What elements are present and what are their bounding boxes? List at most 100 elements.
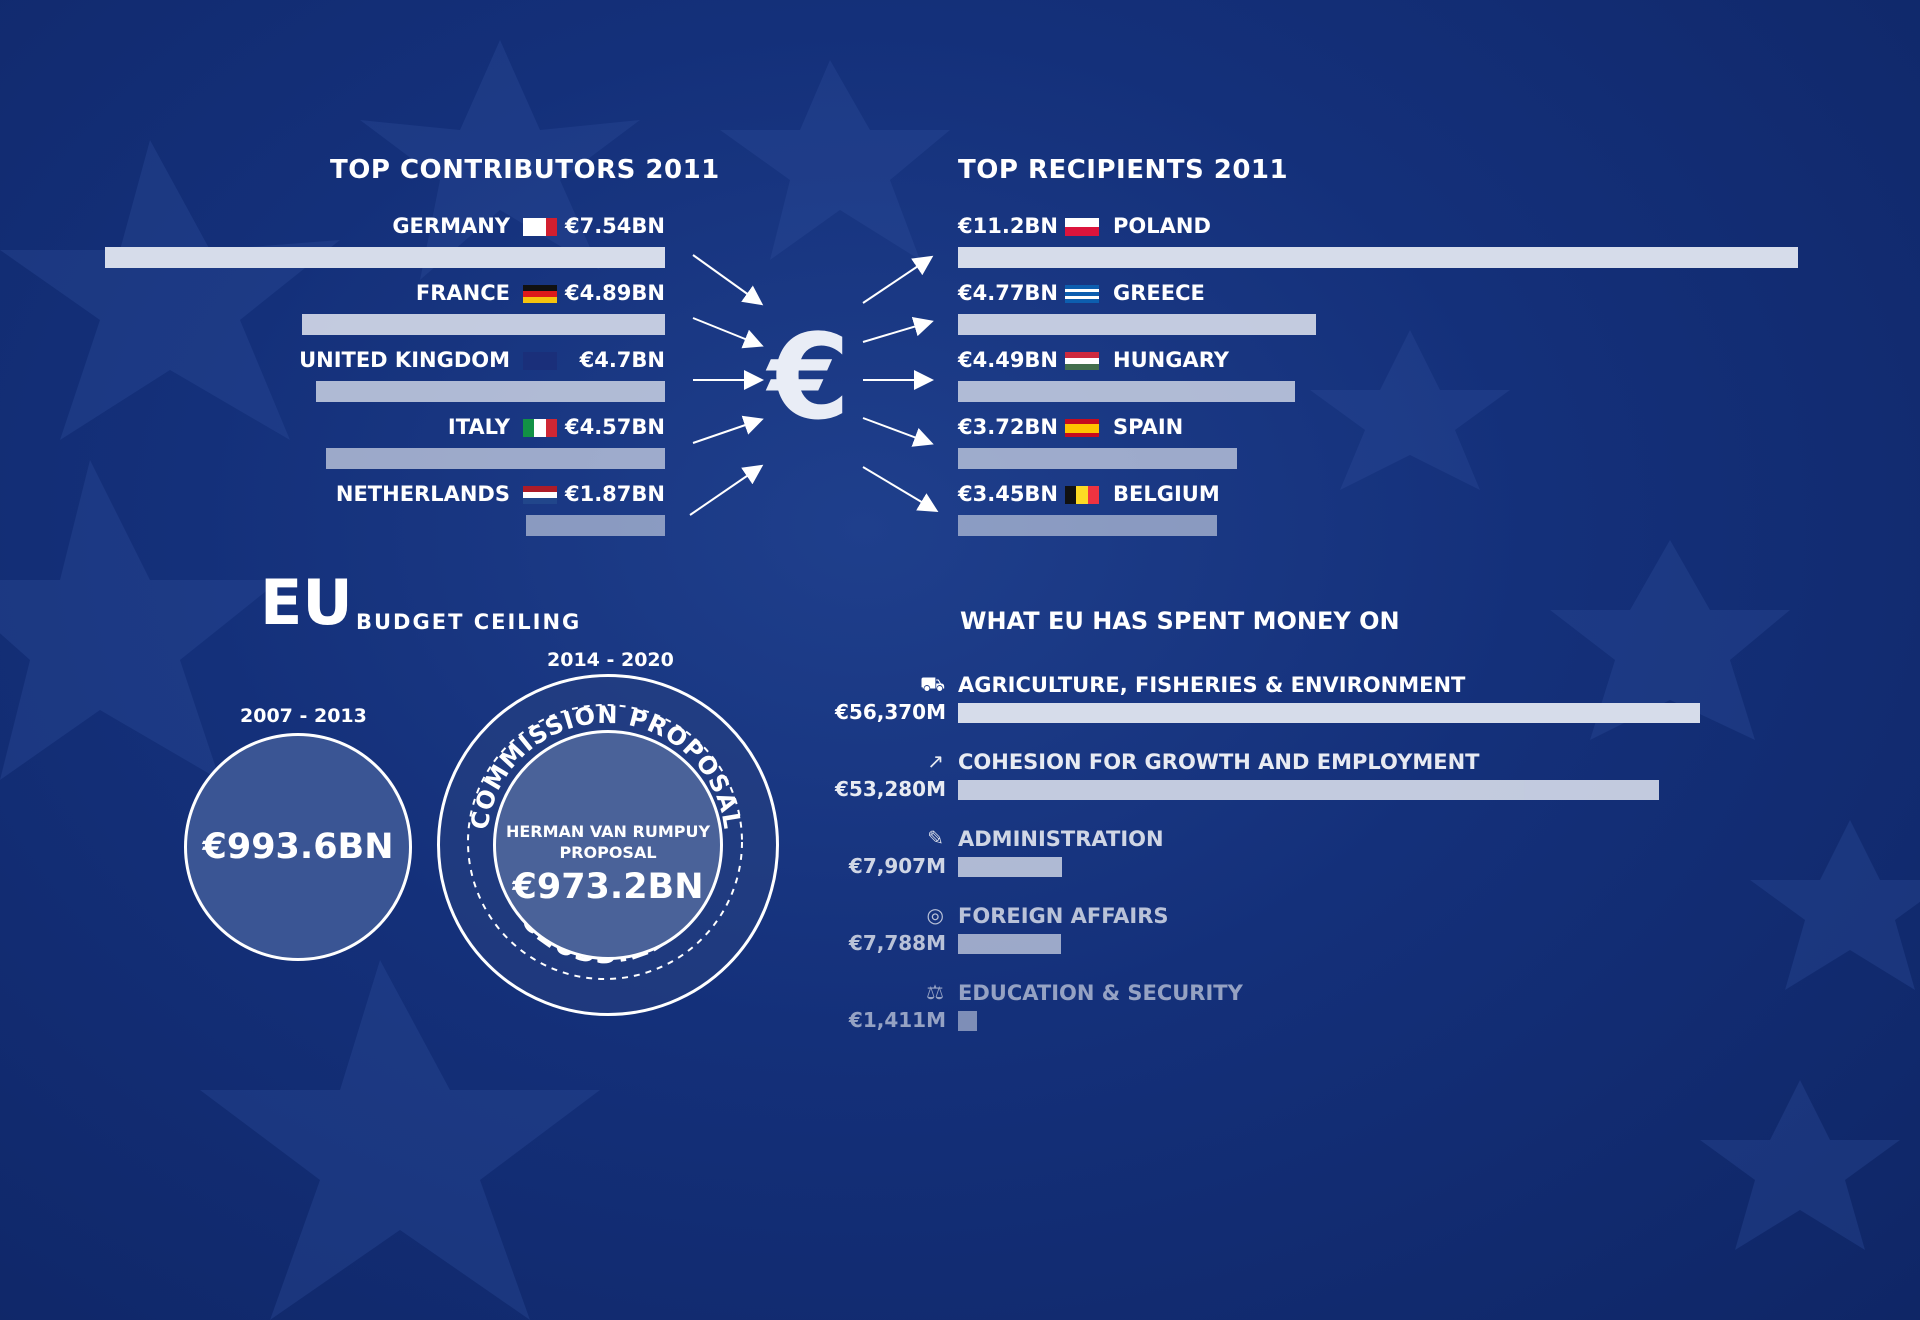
flag-icon	[523, 285, 557, 303]
flag-icon	[1065, 285, 1099, 303]
spending-value: €7,907M	[848, 854, 946, 878]
recipient-country: BELGIUM	[1113, 482, 1220, 506]
spending-value: €1,411M	[848, 1008, 946, 1032]
contributor-bar	[526, 515, 665, 536]
hvr-value: €973.2BN	[512, 867, 704, 907]
flag-icon	[523, 419, 557, 437]
contributor-country: NETHERLANDS	[335, 482, 510, 506]
background-star-icon	[200, 960, 600, 1320]
globe-icon: ◎	[926, 903, 944, 927]
spending-bar	[958, 703, 1700, 723]
spending-label: AGRICULTURE, FISHERIES & ENVIRONMENT	[958, 673, 1466, 697]
recipient-country: POLAND	[1113, 214, 1211, 238]
recipient-value: €3.45BN	[958, 482, 1059, 506]
budget-subtitle: BUDGET CEILING	[356, 610, 582, 634]
contributor-row: NETHERLANDS €1.87BN	[90, 480, 665, 540]
recipient-bar	[958, 247, 1798, 268]
flag-icon	[523, 352, 557, 370]
arrow-out	[862, 255, 934, 304]
arrow-in	[692, 254, 764, 306]
budget-period-2: 2014 - 2020	[547, 649, 674, 671]
spending-bar	[958, 780, 1659, 800]
recipient-value: €4.77BN	[958, 281, 1059, 305]
budget-title: EU	[260, 566, 353, 639]
spending-bar	[958, 1011, 977, 1031]
euro-symbol-icon: €	[768, 308, 851, 446]
contributor-row: UNITED KINGDOM €4.7BN	[90, 346, 665, 406]
recipient-country: HUNGARY	[1113, 348, 1229, 372]
hvr-proposal-circle: HERMAN VAN RUMPUY PROPOSAL €973.2BN	[493, 730, 723, 960]
budget-circle-2007: €993.6BN	[184, 733, 412, 961]
spending-value: €7,788M	[848, 931, 946, 955]
contributor-row: ITALY €4.57BN	[90, 413, 665, 473]
background-star-icon	[0, 140, 340, 440]
spending-row: ⚖ EDUCATION & SECURITY €1,411M	[820, 980, 1720, 1036]
arrow-in	[692, 317, 764, 349]
spending-label: EDUCATION & SECURITY	[958, 981, 1243, 1005]
contributor-value: €4.7BN	[579, 348, 665, 372]
contributors-title: TOP CONTRIBUTORS 2011	[330, 155, 720, 185]
contributor-value: €7.54BN	[564, 214, 665, 238]
budget-value-1: €993.6BN	[202, 827, 394, 867]
spending-title: WHAT EU HAS SPENT MONEY ON	[960, 607, 1400, 635]
spending-label: COHESION FOR GROWTH AND EMPLOYMENT	[958, 750, 1480, 774]
spending-label: ADMINISTRATION	[958, 827, 1164, 851]
recipient-value: €4.49BN	[958, 348, 1059, 372]
arrow-out	[862, 316, 934, 343]
contributor-bar	[302, 314, 665, 335]
arrow-out	[862, 417, 934, 447]
spending-label: FOREIGN AFFAIRS	[958, 904, 1169, 928]
contributor-bar	[105, 247, 665, 268]
contributor-country: FRANCE	[415, 281, 510, 305]
spending-bar	[958, 934, 1061, 954]
recipient-row: €4.49BN HUNGARY	[958, 346, 1858, 406]
spending-row: ◎ FOREIGN AFFAIRS €7,788M	[820, 903, 1720, 959]
recipient-value: €11.2BN	[958, 214, 1059, 238]
flag-icon	[523, 218, 557, 236]
recipients-title: TOP RECIPIENTS 2011	[958, 155, 1289, 185]
flag-icon	[1065, 419, 1099, 437]
recipient-row: €3.72BN SPAIN	[958, 413, 1858, 473]
contributor-row: FRANCE €4.89BN	[90, 279, 665, 339]
dashed-ring	[467, 704, 743, 980]
recipient-row: €4.77BN GREECE	[958, 279, 1858, 339]
contributor-country: ITALY	[447, 415, 510, 439]
contributor-bar	[316, 381, 665, 402]
contributor-country: GERMANY	[392, 214, 510, 238]
spending-value: €56,370M	[835, 700, 946, 724]
recipient-row: €3.45BN BELGIUM	[958, 480, 1858, 540]
hvr-label: HERMAN VAN RUMPUY PROPOSAL	[505, 822, 711, 862]
pencil-icon: ✎	[927, 826, 944, 850]
background-star-icon	[1550, 540, 1790, 740]
arrow-out	[862, 466, 939, 513]
spending-value: €53,280M	[835, 777, 946, 801]
budget-period-1: 2007 - 2013	[240, 705, 367, 727]
growth-arrow-icon: ↗	[927, 749, 944, 773]
recipient-row: €11.2BN POLAND	[958, 212, 1858, 272]
background-star-icon	[720, 60, 950, 260]
contributor-bar	[326, 448, 665, 469]
spending-bar	[958, 857, 1062, 877]
contributor-value: €1.87BN	[564, 482, 665, 506]
spending-row: ⛟ AGRICULTURE, FISHERIES & ENVIRONMENT €56…	[820, 672, 1720, 728]
flag-icon	[1065, 218, 1099, 236]
recipient-bar	[958, 515, 1217, 536]
recipient-bar	[958, 381, 1295, 402]
recipient-bar	[958, 448, 1237, 469]
background-star-icon	[1750, 820, 1920, 990]
recipient-bar	[958, 314, 1316, 335]
scales-icon: ⚖	[926, 980, 944, 1004]
contributor-value: €4.57BN	[564, 415, 665, 439]
recipient-country: SPAIN	[1113, 415, 1184, 439]
contributor-value: €4.89BN	[564, 281, 665, 305]
flag-icon	[523, 486, 557, 504]
contributor-country: UNITED KINGDOM	[299, 348, 510, 372]
spending-row: ✎ ADMINISTRATION €7,907M	[820, 826, 1720, 882]
arrow-in	[692, 415, 764, 444]
spending-row: ↗ COHESION FOR GROWTH AND EMPLOYMENT €53,2…	[820, 749, 1720, 805]
background-star-icon	[1310, 330, 1510, 490]
